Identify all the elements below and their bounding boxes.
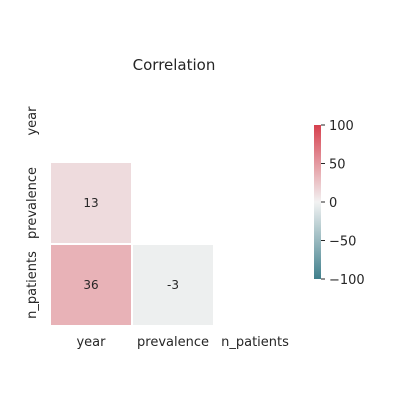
y-axis-tick-labels: year prevalence n_patients bbox=[25, 106, 40, 319]
x-tick-label: year bbox=[76, 335, 106, 350]
y-tick-label: prevalence bbox=[25, 167, 40, 239]
heatmap-cell bbox=[133, 245, 213, 325]
x-tick-label: prevalence bbox=[137, 335, 209, 350]
colorbar-tick-label: 50 bbox=[329, 158, 346, 173]
cell-value-label: 36 bbox=[83, 278, 98, 292]
cell-value-label: -3 bbox=[167, 278, 179, 292]
y-tick-label: year bbox=[25, 106, 40, 136]
heatmap-cell bbox=[51, 245, 131, 325]
heatmap-cells: 13 36 -3 bbox=[51, 163, 213, 325]
x-tick-label: n_patients bbox=[221, 335, 289, 350]
cell-value-label: 13 bbox=[83, 196, 98, 210]
colorbar-tick-label: 0 bbox=[329, 196, 337, 211]
chart-title: Correlation bbox=[133, 56, 216, 74]
heatmap-cell bbox=[51, 163, 131, 243]
colorbar-tick-label: 100 bbox=[329, 119, 354, 134]
x-axis-tick-labels: year prevalence n_patients bbox=[76, 335, 289, 350]
colorbar-tick-label: −100 bbox=[329, 273, 365, 288]
colorbar-tick-label: −50 bbox=[329, 235, 356, 250]
y-tick-label: n_patients bbox=[25, 251, 40, 319]
colorbar-gradient bbox=[314, 125, 321, 279]
colorbar: 100 50 0 −50 −100 bbox=[314, 119, 365, 288]
